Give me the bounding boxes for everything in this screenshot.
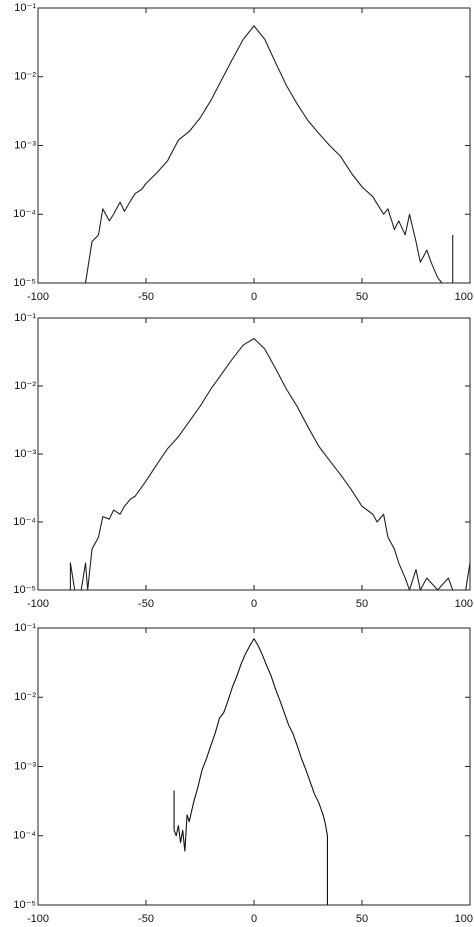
plot-frame	[37, 627, 471, 906]
data-line	[173, 638, 328, 905]
y-tick-label: 10⁻²	[14, 71, 36, 83]
x-tick-label: 0	[251, 913, 257, 925]
y-tick-label: 10⁻³	[14, 760, 36, 772]
data-line	[69, 337, 471, 591]
x-tick-label: -50	[138, 913, 154, 925]
x-tick-label: -50	[138, 291, 154, 303]
x-tick-label: 50	[356, 913, 368, 925]
y-tick-label: 10⁻¹	[14, 2, 36, 14]
y-tick-label: 10⁻¹	[14, 622, 36, 634]
x-tick-label: 100	[455, 291, 473, 303]
y-tick-label: 10⁻⁵	[13, 584, 36, 596]
x-tick-label: 0	[251, 291, 257, 303]
y-tick-label: 10⁻⁴	[13, 208, 36, 220]
x-tick-label: 50	[356, 598, 368, 610]
x-tick-label: 100	[455, 598, 473, 610]
y-tick-label: 10⁻²	[14, 380, 36, 392]
y-tick-label: 10⁻⁵	[13, 899, 36, 911]
y-tick-label: 10⁻³	[14, 448, 36, 460]
y-tick-label: 10⁻¹	[14, 312, 36, 324]
x-tick-label: -50	[138, 598, 154, 610]
y-tick-label: 10⁻⁴	[13, 516, 36, 528]
y-tick-label: 10⁻⁵	[13, 277, 36, 289]
plot-frame	[37, 317, 471, 591]
x-tick-label: 0	[251, 598, 257, 610]
y-tick-label: 10⁻³	[14, 139, 36, 151]
data-line	[84, 25, 454, 284]
plot-frame	[37, 7, 471, 284]
x-tick-label: 50	[356, 291, 368, 303]
y-tick-label: 10⁻²	[14, 691, 36, 703]
x-tick-label: -100	[27, 598, 49, 610]
x-tick-label: 100	[455, 913, 473, 925]
y-tick-label: 10⁻⁴	[13, 830, 36, 842]
x-tick-label: -100	[27, 913, 49, 925]
x-tick-label: -100	[27, 291, 49, 303]
